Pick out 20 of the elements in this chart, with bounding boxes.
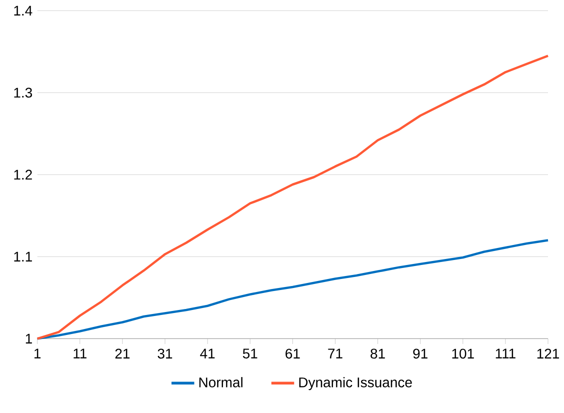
x-tick-label: 101 [452, 348, 474, 358]
y-tick-label: 1.4 [14, 6, 32, 16]
x-tick-label: 81 [370, 348, 385, 358]
x-tick-label: 21 [115, 348, 130, 358]
x-tick-label: 1 [34, 348, 41, 358]
x-tick-label: 51 [242, 348, 258, 358]
x-tick-label: 121 [537, 348, 559, 358]
legend-label: Dynamic Issuance [299, 376, 412, 390]
x-tick-label: 11 [74, 348, 86, 358]
x-tick-label: 41 [200, 348, 215, 358]
x-tick-label: 71 [328, 348, 342, 358]
y-tick-label: 1.2 [14, 170, 32, 180]
x-tick-label: 61 [286, 348, 300, 358]
y-tick-label: 1.1 [14, 252, 32, 262]
y-tick-label: 1.3 [14, 88, 32, 98]
x-tick-label: 31 [158, 348, 172, 358]
x-tick-label: 111 [496, 348, 516, 358]
x-tick-label: 91 [413, 348, 428, 358]
y-tick-label: 1 [26, 334, 32, 344]
legend-label: Normal [199, 376, 242, 388]
